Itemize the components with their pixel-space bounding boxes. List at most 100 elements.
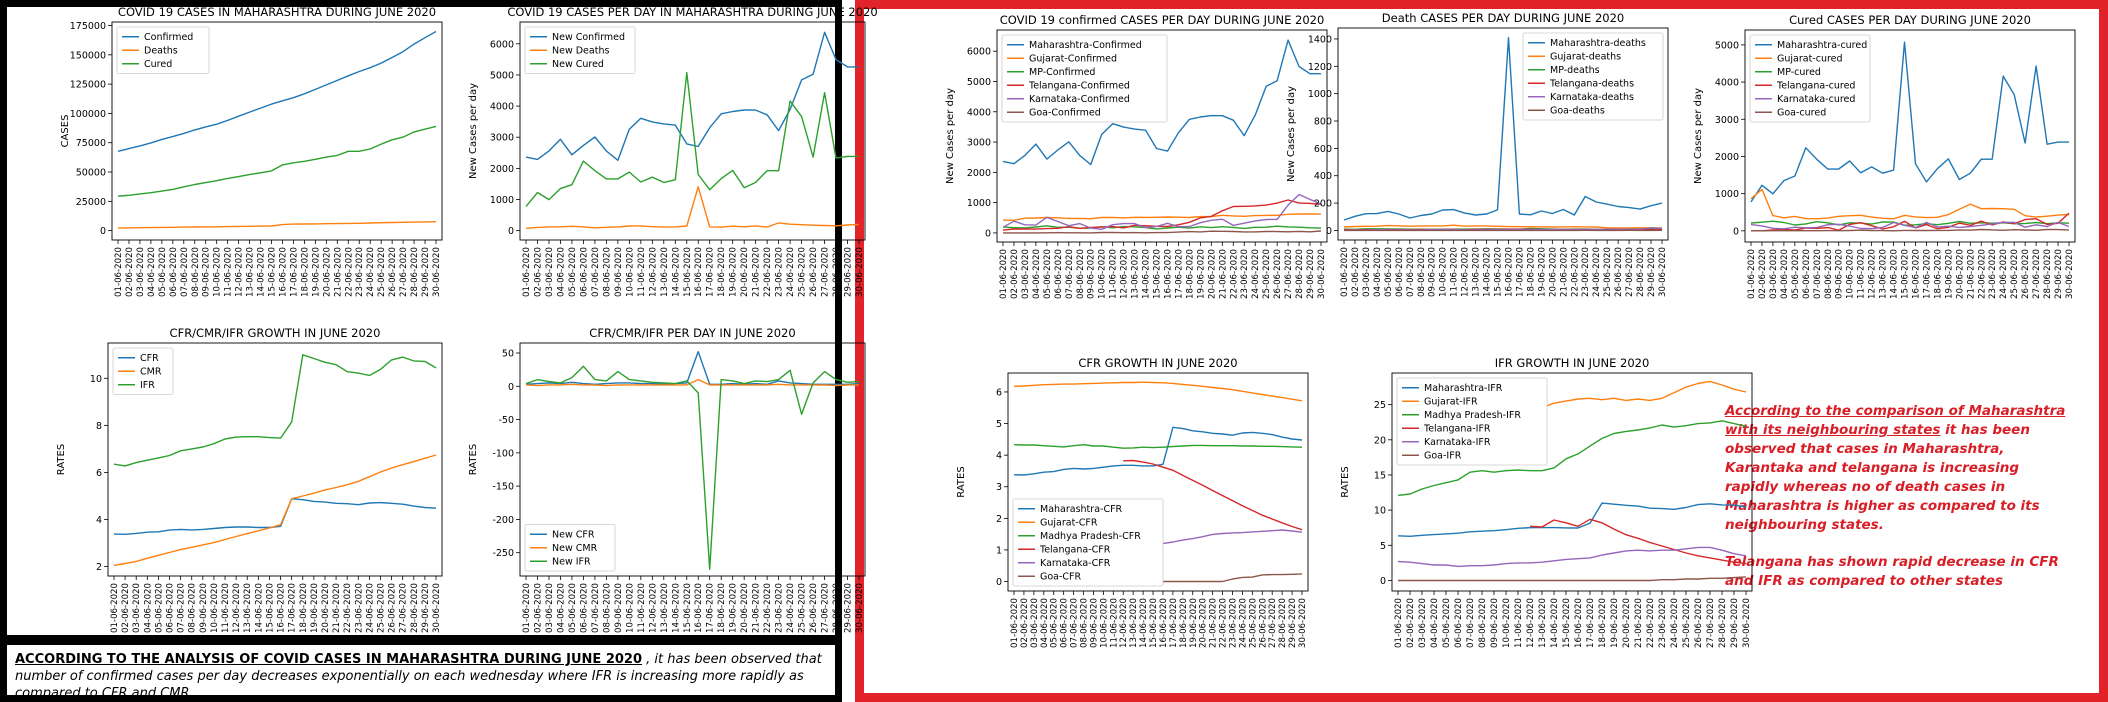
x-tick-label: 08-06-2020 [188, 583, 198, 633]
y-tick-label: 1000 [490, 195, 514, 206]
x-tick-label: 08-06-2020 [1076, 249, 1086, 299]
left-panel: ACCORDING TO THE ANALYSIS OF COVID CASES… [0, 0, 842, 702]
x-tick-label: 07-06-2020 [1813, 249, 1823, 299]
y-tick-label: 0 [1380, 576, 1386, 587]
x-tick-label: 14-06-2020 [1483, 247, 1493, 297]
x-tick-label: 11-06-2020 [221, 583, 231, 633]
series-line-goa-cured [1751, 228, 2070, 232]
x-tick-label: 26-06-2020 [1258, 598, 1268, 648]
x-tick-label: 28-06-2020 [1636, 247, 1646, 297]
y-tick-label: 0 [508, 226, 514, 237]
x-tick-label: 20-06-2020 [321, 583, 331, 633]
x-tick-label: 28-06-2020 [832, 247, 842, 297]
legend-entry: CFR [140, 353, 159, 364]
y-tick-label: 3000 [967, 138, 991, 149]
x-tick-label: 29-06-2020 [1647, 247, 1657, 297]
x-tick-label: 03-06-2020 [136, 247, 146, 297]
x-tick-label: 02-06-2020 [533, 583, 543, 633]
x-tick-label: 30-06-2020 [1742, 598, 1752, 648]
legend-entry: Maharashtra-cured [1777, 40, 1867, 51]
x-tick-label: 13-06-2020 [1131, 249, 1141, 299]
legend: Maharashtra-IFR Gujarat-IFR Madhya Pradesh… [1396, 377, 1548, 466]
x-tick-label: 30-06-2020 [855, 247, 865, 297]
x-tick-label: 11-06-2020 [637, 247, 647, 297]
legend-entry: Madhya Pradesh-CFR [1040, 531, 1141, 542]
x-tick-label: 13-06-2020 [1129, 598, 1139, 648]
x-tick-label: 01-06-2020 [1340, 247, 1350, 297]
y-tick-label: 50 [502, 348, 514, 359]
x-tick-label: 22-06-2020 [343, 583, 353, 633]
chart-title: Death CASES PER DAY DURING JUNE 2020 [1382, 11, 1624, 25]
series-line-gujarat-cfr [1013, 381, 1303, 402]
x-tick-label: 05-06-2020 [158, 247, 168, 297]
legend-entry: Deaths [144, 46, 178, 57]
x-tick-label: 22-06-2020 [763, 247, 773, 297]
legend: Confirmed Deaths Cured [116, 26, 210, 74]
y-tick-label: 6000 [967, 47, 991, 58]
x-tick-label: 07-06-2020 [1466, 598, 1476, 648]
x-tick-label: 11-06-2020 [1450, 247, 1460, 297]
legend-entry: Telangana-Confirmed [1028, 81, 1130, 92]
x-tick-label: 19-06-2020 [729, 247, 739, 297]
x-tick-label: 23-06-2020 [1228, 598, 1238, 648]
series-line-gujarat-confirmed [1002, 213, 1322, 221]
y-tick-label: 25000 [76, 197, 106, 208]
x-tick-label: 12-06-2020 [235, 247, 245, 297]
x-tick-label: 15-06-2020 [683, 247, 693, 297]
series-line-madhya-pradesh-ifr [1397, 420, 1747, 497]
x-tick-label: 24-06-2020 [1251, 249, 1261, 299]
x-tick-label: 07-06-2020 [1070, 598, 1080, 648]
chart-cfr-growth: CFR GROWTH IN JUNE 2020 RATES 0 1 2 3 4 5 6 01-06… [956, 356, 1309, 648]
y-axis-label: RATES [56, 444, 67, 475]
x-tick-label: 17-06-2020 [1174, 249, 1184, 299]
x-tick-label: 28-06-2020 [410, 583, 420, 633]
x-tick-label: 04-06-2020 [1373, 247, 1383, 297]
x-tick-label: 03-06-2020 [545, 583, 555, 633]
y-tick-label: 200 [1314, 199, 1332, 210]
plot-frame [519, 21, 866, 241]
y-tick-label: 3000 [490, 133, 514, 144]
y-tick-label: 10 [90, 374, 102, 385]
x-tick-label: 04-06-2020 [1040, 598, 1050, 648]
chart-rates-growth: CFR/CMR/IFR GROWTH IN JUNE 2020 RATES 2 4 6 8… [56, 326, 443, 633]
x-tick-label: 27-06-2020 [1706, 598, 1716, 648]
x-tick-label: 15-06-2020 [265, 583, 275, 633]
x-tick-label: 29-06-2020 [844, 247, 854, 297]
x-tick-label: 21-06-2020 [752, 583, 762, 633]
x-tick-label: 21-06-2020 [1218, 249, 1228, 299]
chart-title: IFR GROWTH IN JUNE 2020 [1495, 356, 1650, 370]
x-tick-label: 04-06-2020 [1780, 249, 1790, 299]
y-tick-label: 4000 [490, 102, 514, 113]
x-tick-label: 01-06-2020 [1747, 249, 1757, 299]
x-tick-label: 19-06-2020 [1189, 598, 1199, 648]
x-tick-label: 06-06-2020 [1395, 247, 1405, 297]
x-tick-label: 06-06-2020 [1060, 598, 1070, 648]
x-tick-label: 05-06-2020 [1442, 598, 1452, 648]
x-tick-label: 01-06-2020 [522, 583, 532, 633]
series-line-goa-confirmed [1003, 230, 1322, 234]
legend-entry: New CFR [552, 530, 595, 541]
legend-entry: Karnataka-CFR [1040, 558, 1111, 569]
x-tick-label: 20-06-2020 [322, 247, 332, 297]
x-tick-label: 18-06-2020 [717, 247, 727, 297]
chart-title: COVID 19 CASES IN MAHARASHTRA DURING JUN… [118, 5, 436, 19]
x-tick-label: 07-06-2020 [177, 583, 187, 633]
y-tick-label: 125000 [70, 80, 106, 91]
chart-title: CFR GROWTH IN JUNE 2020 [1078, 356, 1237, 370]
y-tick-label: 150000 [70, 50, 106, 61]
x-tick-label: 11-06-2020 [1109, 598, 1119, 648]
y-tick-label: 5000 [967, 77, 991, 88]
x-tick-label: 18-06-2020 [1526, 247, 1536, 297]
x-tick-label: 19-06-2020 [1196, 249, 1206, 299]
x-tick-label: 09-06-2020 [614, 247, 624, 297]
x-tick-label: 08-06-2020 [191, 247, 201, 297]
legend-entry: Goa-IFR [1424, 451, 1462, 462]
y-tick-label: 10 [1374, 506, 1386, 517]
x-tick-label: 26-06-2020 [2021, 249, 2031, 299]
legend: CFR CMR IFR [112, 347, 174, 395]
legend-entry: Telangana-CFR [1039, 545, 1111, 556]
series-line-confirmed [117, 30, 437, 152]
series-line-goa-ifr [1398, 576, 1747, 582]
y-tick-label: 1 [996, 545, 1002, 556]
x-tick-label: 08-06-2020 [1824, 249, 1834, 299]
